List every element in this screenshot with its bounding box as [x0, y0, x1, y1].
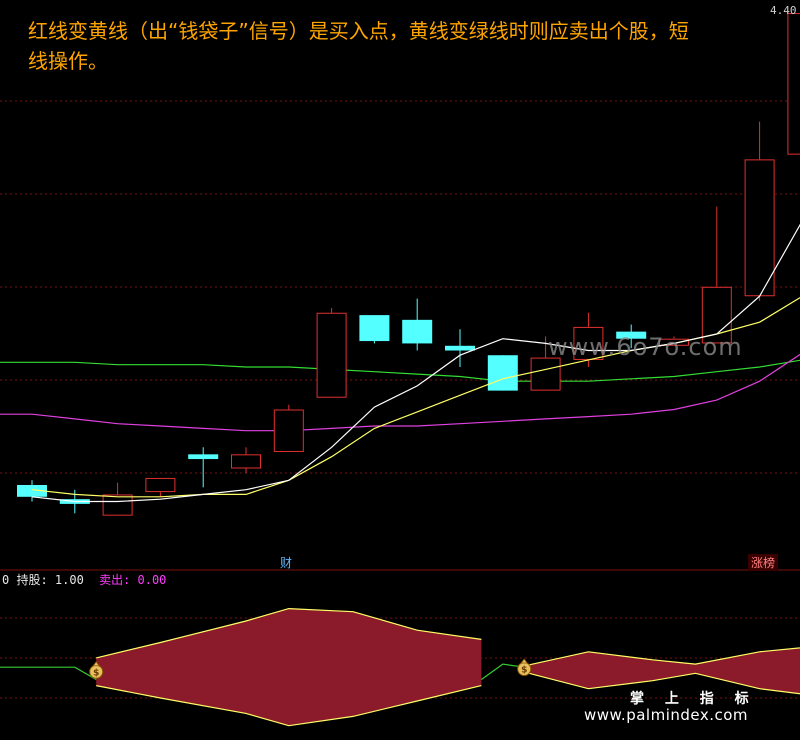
hold-value: 持股: 1.00 [16, 573, 84, 587]
band-lower-edge [96, 685, 482, 727]
candle [17, 480, 47, 502]
money-bag-icon: $ [89, 661, 104, 679]
moving-average-lines [0, 353, 800, 432]
candle-body [530, 357, 561, 391]
candle [744, 121, 775, 301]
watermark-palm-url: www.palmindex.com [584, 706, 749, 724]
max-price-label: 4.40 [770, 4, 797, 17]
holding-band [96, 608, 482, 726]
money-bag-symbol: $ [521, 666, 527, 676]
candle-body [316, 312, 347, 398]
candle [359, 315, 390, 344]
candle-body [102, 494, 133, 516]
indicator-panel: $ $ [0, 607, 800, 727]
candle-body [445, 345, 475, 351]
price-lines [31, 223, 800, 503]
candle [402, 298, 433, 351]
candle-body [787, 13, 800, 155]
finance-marker[interactable]: 财 [280, 556, 293, 570]
candle-body [487, 355, 518, 391]
strategy-headline: 红线变黄线（出“钱袋子”信号）是买入点，黄线变绿线时则应卖出个股，短线操作。 [28, 19, 689, 73]
sell-value: 卖出: 0.00 [99, 573, 167, 587]
money-bag-tie [92, 661, 100, 667]
candle-body [402, 319, 433, 344]
money-bag-symbol: $ [93, 668, 99, 678]
candle-body [659, 338, 689, 346]
candle [445, 329, 475, 368]
candle [701, 206, 732, 344]
candles [17, 13, 800, 516]
grid-lines [0, 100, 800, 699]
candle-body [188, 454, 219, 460]
candle [145, 477, 176, 497]
ma-green-line [0, 359, 800, 382]
ma-magenta-line [0, 353, 800, 432]
candle [273, 404, 304, 452]
money-bag-icon: $ [517, 658, 532, 677]
candle-body [744, 159, 775, 297]
ma-white-line [31, 223, 800, 503]
candle [316, 308, 347, 398]
watermark-6o7o: www.6o7o.com [548, 333, 743, 361]
candle [231, 447, 261, 474]
money-bag-tie [520, 658, 528, 664]
band-upper-edge [96, 607, 482, 659]
candle [188, 447, 219, 488]
band-upper-edge [524, 647, 800, 667]
candle [659, 336, 689, 346]
candle-body [273, 409, 304, 452]
candle [487, 355, 518, 391]
watermark-palm-label: 掌 上 指 标 [630, 691, 757, 707]
candle-body [17, 485, 47, 497]
candle-body [231, 454, 261, 469]
candle [787, 13, 800, 155]
candle-body [145, 477, 176, 493]
zero-label: 0 [2, 573, 10, 587]
candle-body [359, 315, 390, 342]
holding-band [524, 647, 800, 694]
band-lower-edge [524, 671, 800, 695]
candle [102, 482, 133, 516]
candle [530, 336, 561, 391]
candle [616, 324, 647, 349]
gainers-marker[interactable]: 涨榜 [748, 554, 779, 571]
candle-body [616, 331, 647, 339]
indicator-status: 0 持股: 1.00 卖出: 0.00 [2, 571, 166, 588]
